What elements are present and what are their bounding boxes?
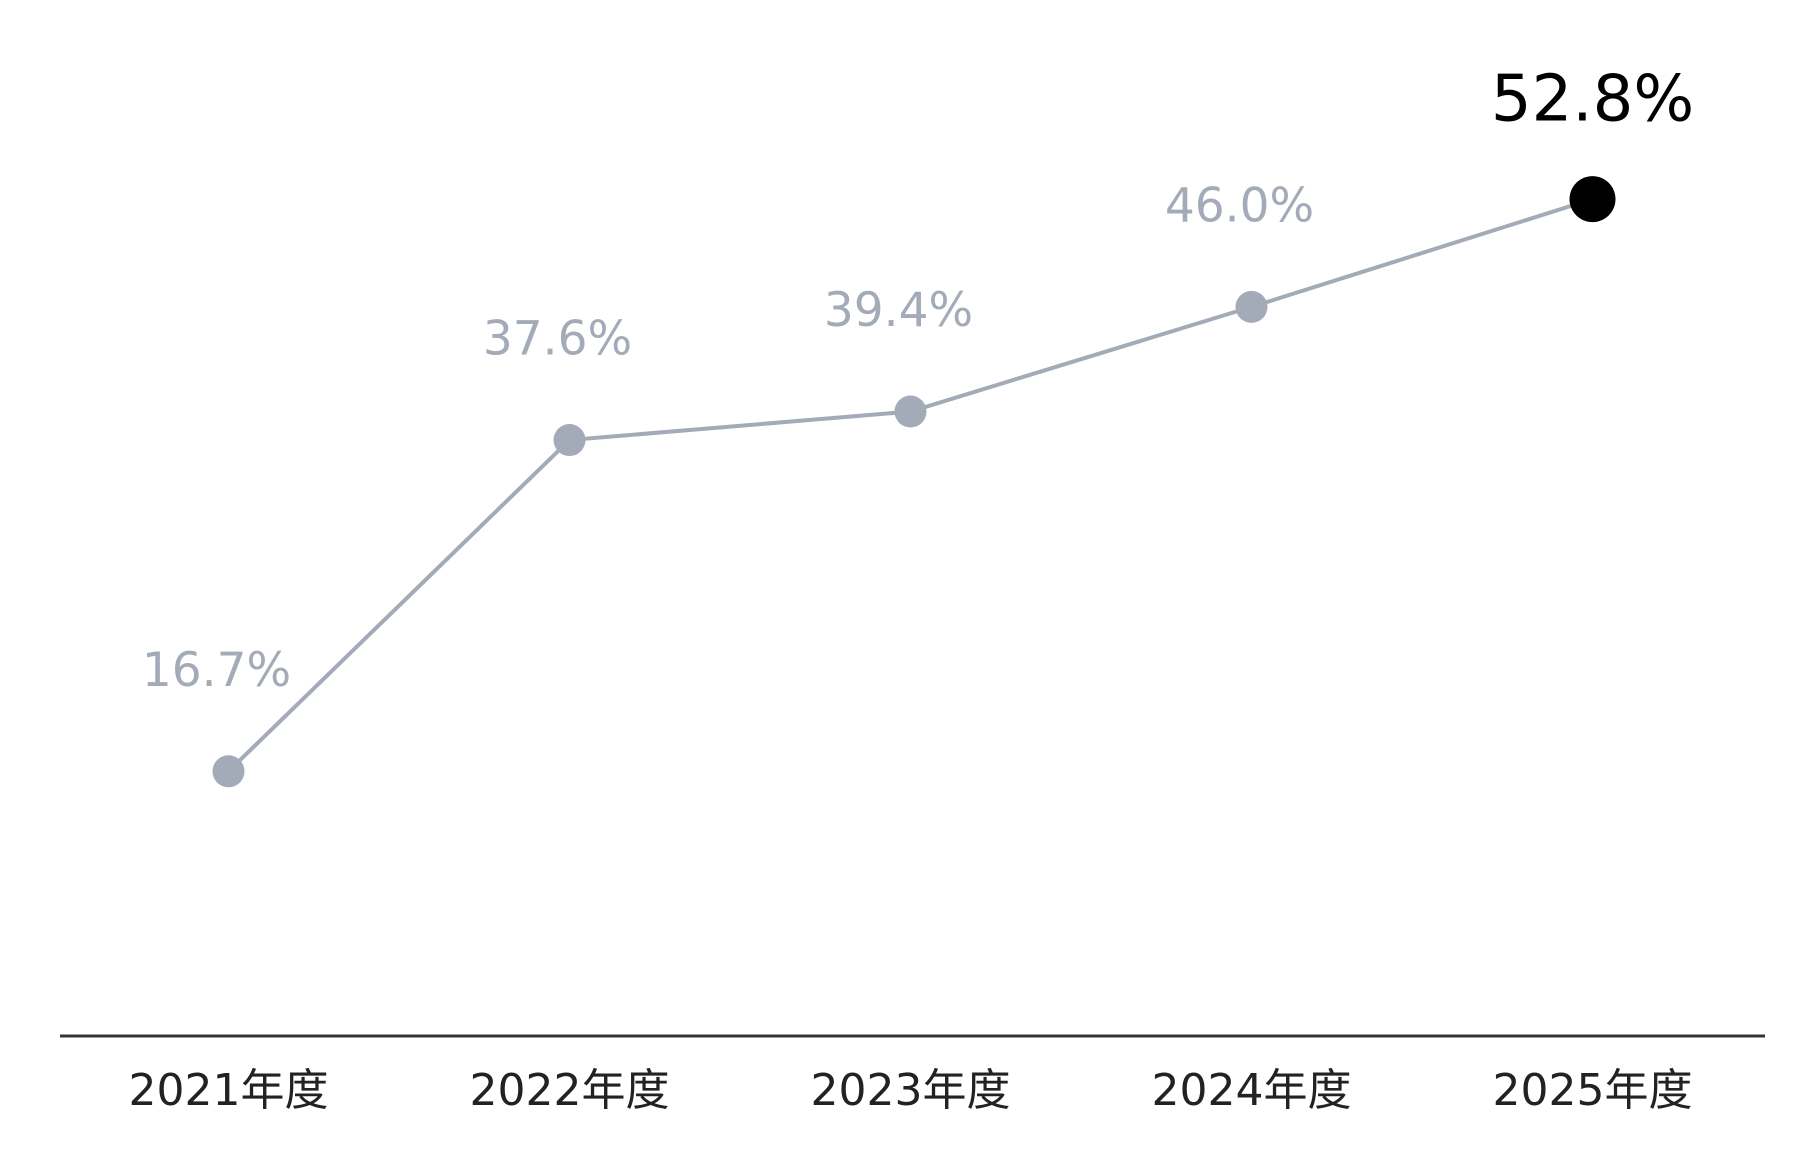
value-label: 16.7%	[142, 643, 291, 698]
value-label: 39.4%	[824, 283, 973, 338]
x-tick-label: 2022年度	[470, 1065, 670, 1116]
value-label: 46.0%	[1165, 178, 1314, 233]
x-tick-label: 2021年度	[129, 1065, 329, 1116]
x-tick-label: 2025年度	[1493, 1065, 1693, 1116]
x-tick-label: 2024年度	[1152, 1065, 1352, 1116]
x-tick-label: 2023年度	[811, 1065, 1011, 1116]
data-point	[212, 755, 245, 788]
data-point	[894, 395, 927, 428]
value-label: 37.6%	[483, 312, 632, 367]
data-point	[1569, 176, 1616, 223]
data-point	[553, 424, 586, 457]
value-label: 52.8%	[1491, 63, 1694, 137]
data-point	[1235, 290, 1268, 323]
